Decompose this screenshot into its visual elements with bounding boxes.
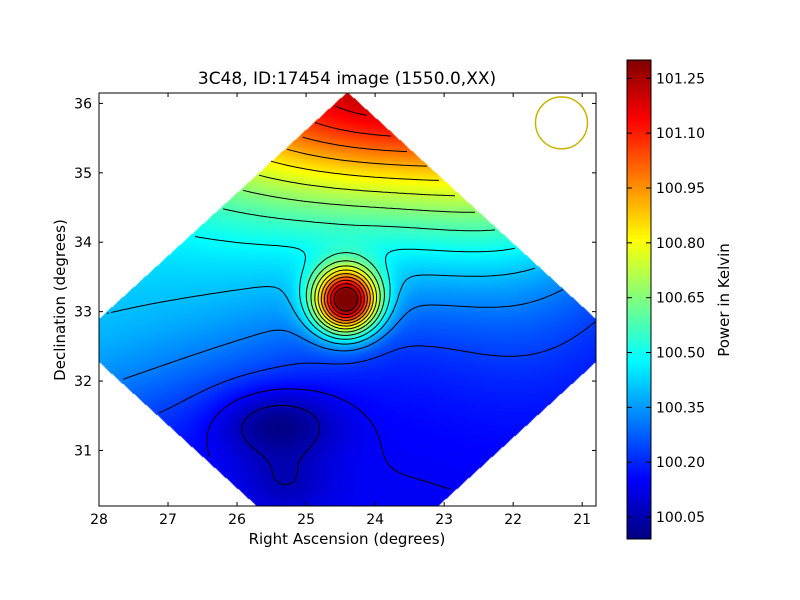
colorbar: 100.05 100.20 100.35 100.50 100.65 100.80 100.…	[626, 59, 733, 540]
colorbar-tick-label: 100.20	[656, 455, 705, 471]
contour-line	[122, 288, 564, 380]
x-tick-label: 26	[228, 512, 246, 528]
y-tick-label: 34	[74, 235, 92, 251]
colorbar-gradient	[626, 59, 652, 540]
chart-title: 3C48, ID:17454 image (1550.0,XX)	[198, 69, 496, 89]
y-tick-label: 33	[74, 305, 92, 321]
contour-line	[258, 174, 456, 330]
plot-area	[99, 93, 596, 506]
y-tick-label: 32	[74, 374, 92, 390]
colorbar-tick-label: 101.10	[656, 126, 705, 142]
y-tick-label: 36	[74, 96, 92, 112]
beam-marker	[534, 96, 589, 150]
contour-line	[106, 267, 536, 345]
x-tick-label: 27	[159, 512, 177, 528]
contour-line	[302, 136, 408, 321]
contour-line	[333, 286, 359, 312]
contour-line	[206, 388, 452, 490]
contour-line	[270, 160, 440, 327]
contour-line	[330, 105, 368, 316]
contour-layer	[106, 105, 596, 490]
contour-line	[286, 148, 428, 324]
colorbar-tick-label: 100.50	[656, 346, 705, 362]
contour-line	[158, 321, 596, 414]
x-axis-label: Right Ascension (degrees)	[249, 530, 446, 548]
x-axis: 28 27 26 25 24 23 22 21	[90, 93, 591, 528]
y-tick-label: 35	[74, 166, 92, 182]
colorbar-tick-label: 100.80	[656, 236, 705, 252]
x-tick-label: 21	[573, 512, 591, 528]
contour-line	[314, 122, 392, 319]
x-tick-label: 22	[504, 512, 522, 528]
x-tick-label: 28	[90, 512, 108, 528]
y-axis-label: Declination (degrees)	[51, 219, 69, 381]
colorbar-tick-label: 100.65	[656, 291, 705, 307]
colorbar-tick-label: 101.25	[656, 71, 705, 87]
contour-line	[194, 236, 516, 340]
y-tick-label: 31	[74, 443, 92, 459]
contour-line	[222, 208, 496, 336]
x-tick-label: 25	[297, 512, 315, 528]
colorbar-tick-label: 100.35	[656, 400, 705, 416]
colorbar-ticks: 100.05 100.20 100.35 100.50 100.65 100.80 100.…	[627, 71, 705, 526]
heatmap-image	[99, 93, 596, 506]
contour-line	[242, 189, 476, 333]
plot-frame	[98, 92, 597, 507]
y-axis: 31 32 33 34 35 36	[74, 96, 596, 459]
x-tick-label: 23	[435, 512, 453, 528]
colorbar-label: Power in Kelvin	[715, 243, 733, 357]
contour-line	[241, 405, 321, 486]
colorbar-tick-label: 100.05	[656, 510, 705, 526]
colorbar-tick-label: 100.95	[656, 181, 705, 197]
x-tick-label: 24	[366, 512, 384, 528]
